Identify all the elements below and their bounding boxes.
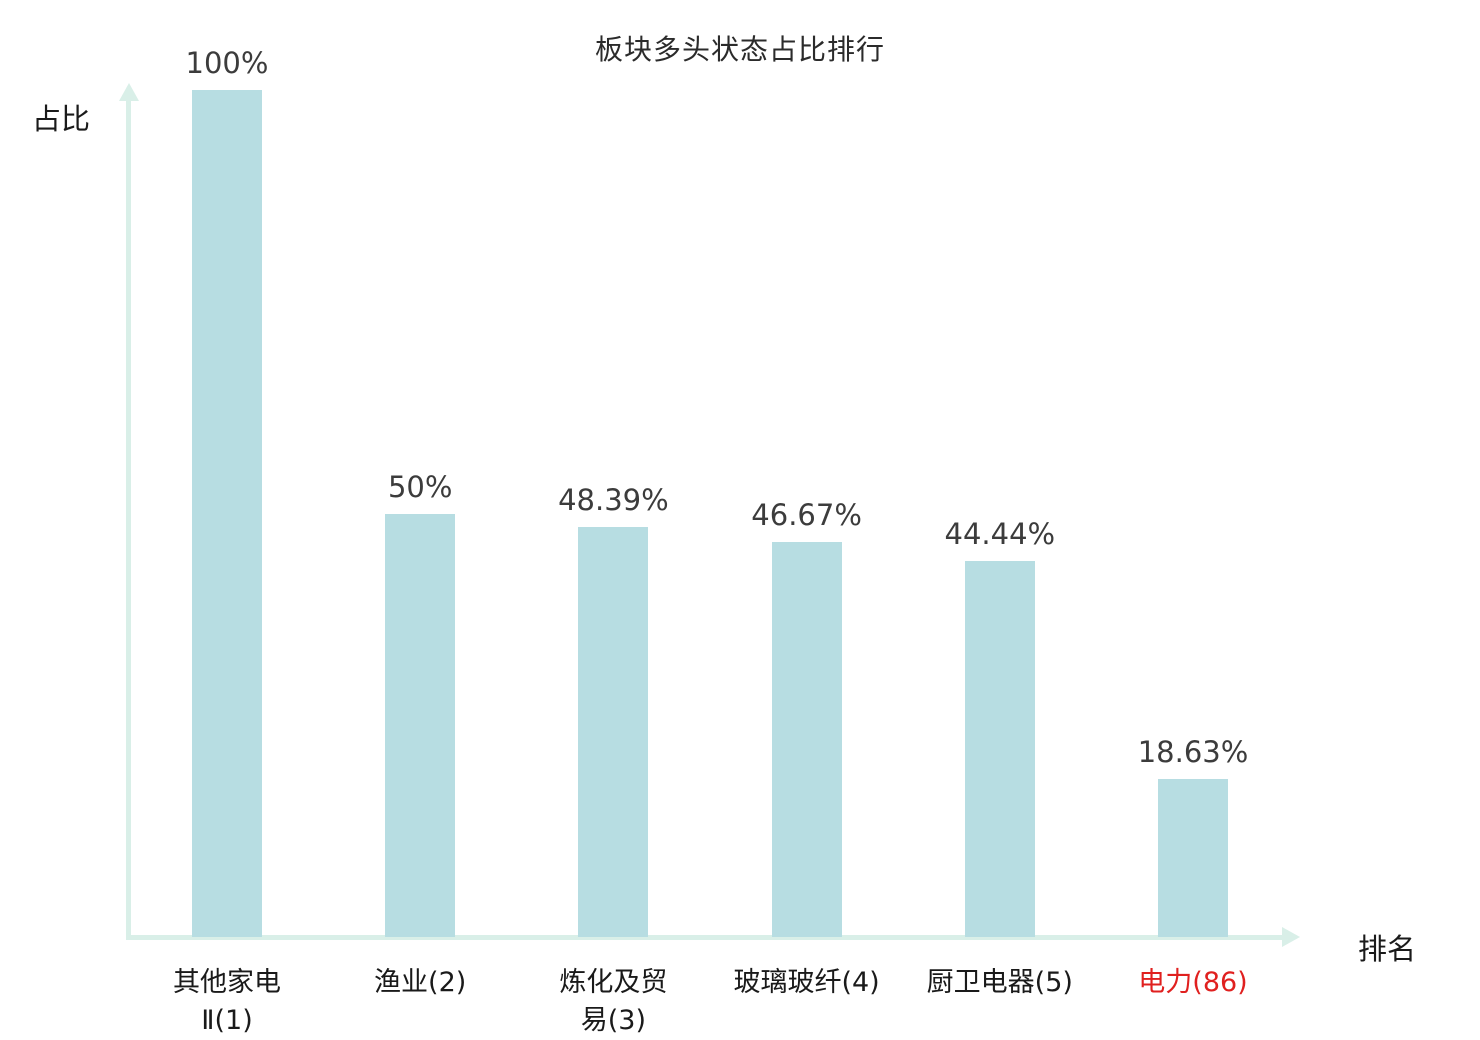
bar-category-label: 渔业(2) [374,967,467,998]
bar [578,527,649,937]
bar-value-label: 48.39% [558,483,669,518]
bar-category-label: 炼化及贸 易(3) [559,967,668,1036]
bar-value-label: 50% [387,469,453,504]
chart-title: 板块多头状态占比排行 [594,33,885,66]
x-axis-line [126,935,1284,940]
bar-category-label: 玻璃玻纤(4) [733,967,880,998]
bar [964,560,1035,937]
bar-category-label: 厨卫电器(5) [926,967,1073,998]
bar [1158,779,1228,937]
x-axis-arrow-icon [1282,927,1300,947]
bar-value-label: 44.44% [944,516,1056,551]
bar-category-label: 电力(86) [1138,967,1248,998]
y-axis-arrow-icon [119,83,139,101]
bar-category-label: 其他家电 Ⅱ(1) [173,967,281,1036]
bar-value-label: 46.67% [751,497,862,532]
bar [771,541,842,937]
bar-value-label: 18.63% [1137,735,1249,770]
y-axis-label: 占比 [32,102,91,136]
y-axis-line [126,100,131,938]
bar-value-label: 100% [185,46,269,80]
bar [385,513,456,937]
x-axis-label: 排名 [1358,932,1417,966]
bar [192,90,262,937]
